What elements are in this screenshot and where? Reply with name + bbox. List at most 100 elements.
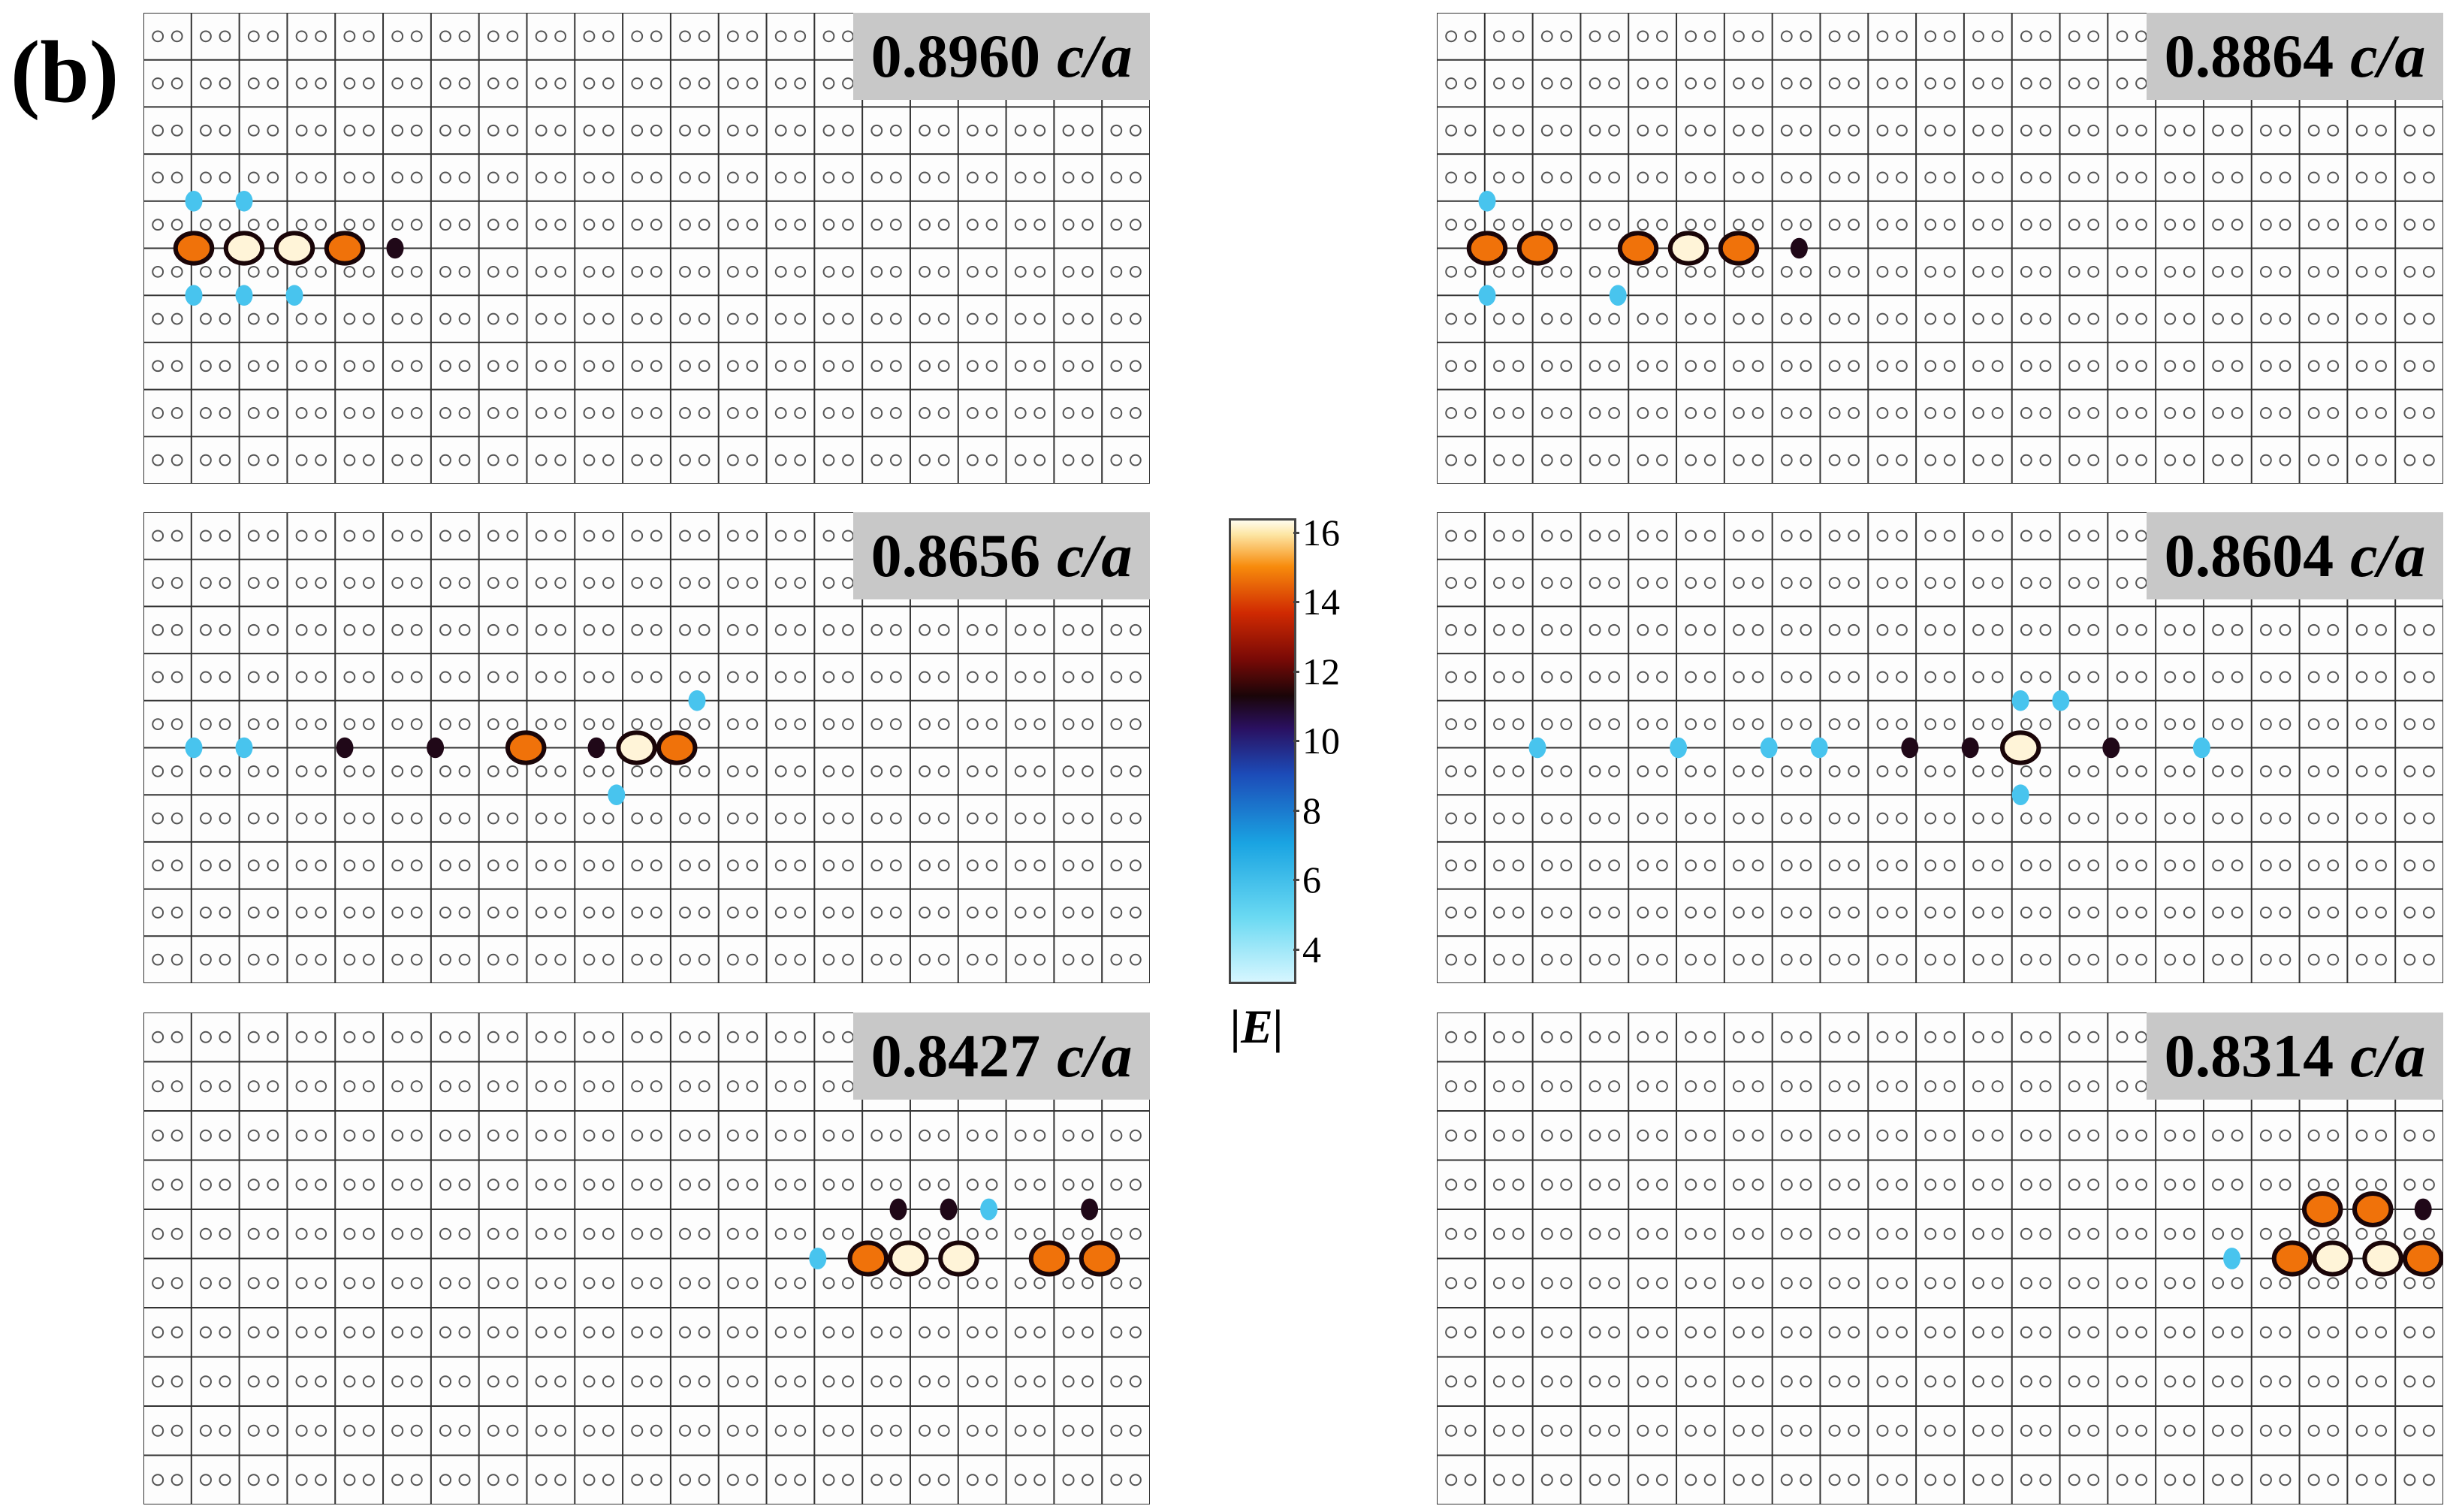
air-hole	[2135, 671, 2147, 684]
air-hole	[506, 1227, 519, 1240]
air-hole	[967, 907, 979, 919]
air-hole	[1848, 1031, 1860, 1043]
air-hole	[1703, 454, 1716, 466]
air-hole	[343, 907, 356, 919]
air-hole	[315, 1375, 327, 1388]
air-hole	[2422, 1179, 2435, 1191]
air-hole	[487, 1474, 499, 1486]
air-hole	[391, 124, 404, 137]
air-hole	[2403, 454, 2416, 466]
air-hole	[1445, 671, 1458, 684]
air-hole	[1800, 671, 1812, 684]
air-hole	[2212, 765, 2224, 777]
air-hole	[1924, 265, 1937, 278]
air-hole	[967, 953, 979, 966]
air-hole	[794, 1277, 807, 1290]
air-hole	[2307, 265, 2320, 278]
air-hole	[1540, 1080, 1553, 1093]
air-hole	[2375, 407, 2387, 419]
air-hole	[391, 77, 404, 89]
field-hotspot	[2352, 1191, 2394, 1227]
air-hole	[2164, 265, 2177, 278]
air-hole	[410, 30, 423, 43]
air-hole	[1464, 953, 1477, 966]
air-hole	[506, 30, 519, 43]
air-hole	[2403, 219, 2416, 231]
air-hole	[726, 219, 739, 231]
air-hole	[1685, 1375, 1697, 1388]
air-hole	[1464, 577, 1477, 589]
air-hole	[602, 1277, 614, 1290]
air-hole	[2135, 1227, 2148, 1240]
air-hole	[2183, 1375, 2195, 1388]
air-hole	[774, 1277, 787, 1290]
air-hole	[1848, 30, 1860, 43]
air-hole	[1445, 1031, 1458, 1043]
air-hole	[267, 1227, 279, 1240]
air-hole	[1800, 219, 1812, 231]
air-hole	[1082, 1227, 1094, 1240]
air-hole	[2020, 1326, 2032, 1338]
air-hole	[2164, 360, 2177, 373]
air-hole	[315, 360, 327, 373]
air-hole	[2422, 1375, 2435, 1388]
air-hole	[343, 171, 356, 184]
air-hole	[1589, 577, 1601, 589]
air-hole	[1733, 407, 1745, 419]
air-hole	[458, 1277, 471, 1290]
air-hole	[1656, 577, 1668, 589]
air-hole	[1512, 812, 1525, 825]
air-hole	[267, 718, 279, 731]
air-hole	[267, 1031, 279, 1043]
air-hole	[1924, 1227, 1937, 1240]
air-hole	[458, 407, 471, 419]
air-hole	[2307, 1179, 2320, 1191]
air-hole	[2259, 1375, 2272, 1388]
air-hole	[1464, 530, 1477, 542]
air-hole	[1733, 623, 1745, 636]
air-hole	[2327, 1375, 2340, 1388]
air-hole	[889, 1375, 902, 1388]
air-hole	[842, 171, 854, 184]
air-hole	[1876, 1424, 1889, 1437]
air-hole	[1800, 1129, 1812, 1142]
air-hole	[199, 1031, 212, 1043]
air-hole	[152, 718, 164, 731]
air-hole	[2068, 77, 2080, 89]
air-hole	[1129, 671, 1142, 684]
air-hole	[1733, 812, 1745, 825]
air-hole	[2279, 1474, 2292, 1486]
air-hole	[1589, 530, 1601, 542]
air-hole	[152, 765, 164, 777]
air-hole	[2260, 265, 2272, 278]
air-hole	[458, 1424, 471, 1437]
air-hole	[2039, 671, 2052, 684]
air-hole	[2087, 577, 2100, 589]
air-hole	[2327, 718, 2340, 731]
air-hole	[2135, 312, 2147, 325]
air-hole	[842, 812, 854, 825]
air-hole	[170, 77, 183, 89]
air-hole	[1540, 77, 1553, 89]
air-hole	[247, 124, 260, 137]
air-hole	[746, 859, 759, 872]
air-hole	[2135, 407, 2147, 419]
air-hole	[2327, 312, 2340, 325]
air-hole	[1033, 1277, 1046, 1290]
air-hole	[1464, 812, 1477, 825]
air-hole	[315, 171, 327, 184]
air-hole	[602, 30, 614, 43]
air-hole	[1540, 1326, 1553, 1338]
air-hole	[937, 812, 950, 825]
air-hole	[1445, 765, 1458, 777]
air-hole	[391, 1227, 404, 1240]
air-hole	[602, 1080, 614, 1093]
air-hole	[726, 407, 739, 419]
air-hole	[1014, 1424, 1027, 1437]
air-hole	[2403, 859, 2416, 872]
air-hole	[487, 953, 499, 966]
air-hole	[554, 1277, 567, 1290]
air-hole	[631, 1326, 644, 1338]
air-hole	[1540, 1129, 1553, 1142]
air-hole	[1608, 718, 1620, 731]
